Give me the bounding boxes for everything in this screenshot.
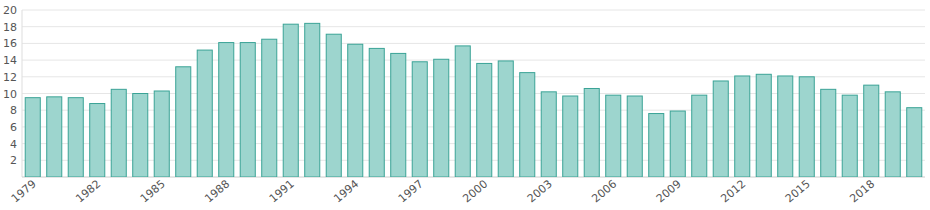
bar [563,96,578,177]
bar [498,61,513,177]
bar [133,94,148,178]
bar [907,108,922,177]
bar [25,98,40,177]
bar [627,96,642,177]
bar [68,98,83,177]
bar [756,74,771,177]
bar [885,92,900,177]
bar [455,46,470,177]
bar [434,59,449,177]
x-tick-label: 2003 [525,177,555,205]
bar [713,81,728,177]
bar [240,43,255,177]
y-tick-label: 16 [3,37,17,50]
y-tick-label: 2 [10,154,17,167]
bar [670,111,685,177]
y-tick-label: 18 [3,21,17,34]
bar [219,43,234,177]
bar [111,89,126,177]
bar [864,85,879,177]
bar [154,91,169,177]
y-tick-label: 10 [3,88,17,101]
grid-line [22,10,925,11]
bar [305,23,320,177]
bar [391,53,406,177]
bar [90,104,105,177]
grid-line [22,43,925,44]
bar [649,114,664,177]
x-tick-label: 1997 [396,177,426,205]
x-tick-label: 2018 [847,177,877,205]
bar [197,50,212,177]
x-tick-label: 1982 [73,177,103,205]
bar [47,97,62,177]
x-tick-label: 1985 [138,177,168,205]
x-tick-label: 2000 [460,177,490,205]
y-tick-label: 8 [10,104,17,117]
y-tick-label: 4 [10,138,17,151]
bar [541,92,556,177]
bar [520,73,535,177]
grid-line [22,26,925,27]
bar [606,95,621,177]
bar [735,76,750,177]
x-tick-label: 2006 [589,177,619,205]
x-tick-label: 2012 [718,177,748,205]
bar [412,62,427,177]
grid-line [22,60,925,61]
x-tick-label: 1991 [267,177,297,205]
bar [842,95,857,177]
chart: 2 4 6 8 10 12 14 16 18 20 1979 1982 1985 1988 1991 1994… [0,0,930,210]
bar [584,88,599,177]
bar [326,34,341,177]
bar [262,39,277,177]
bars [25,23,922,177]
bar [348,44,363,177]
x-tick-label: 1994 [331,177,361,205]
bar [477,63,492,177]
y-tick-label: 20 [3,4,17,17]
bar [369,48,384,177]
x-tick-label: 2009 [654,177,684,205]
bar [799,77,814,177]
bar [692,95,707,177]
x-tick-label: 1979 [9,177,39,205]
y-tick-label: 12 [3,71,17,84]
bar [778,76,793,177]
y-tick-label: 6 [10,121,17,134]
x-tick-label: 2015 [783,177,813,205]
x-tick-label: 1988 [202,177,232,205]
bar [283,24,298,177]
y-tick-label: 14 [3,54,17,67]
bar [821,89,836,177]
y-axis-line [22,10,23,177]
bar [176,67,191,177]
